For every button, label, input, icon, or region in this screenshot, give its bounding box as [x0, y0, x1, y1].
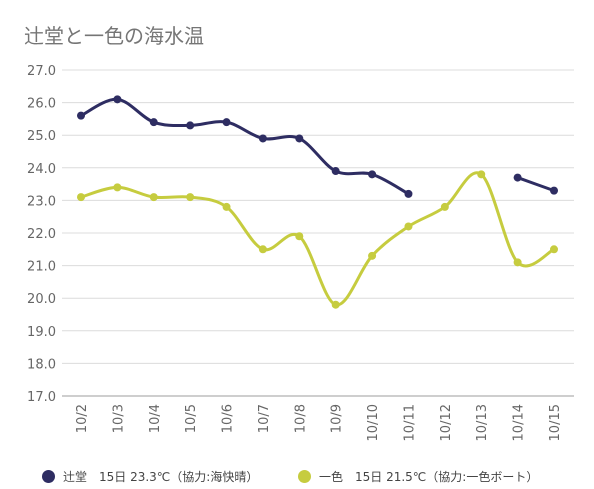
data-point [477, 170, 486, 179]
legend-item-series-2[interactable]: 一色 15日 21.5℃（協力:一色ボート） [298, 466, 538, 486]
data-point [258, 134, 267, 143]
data-point [149, 118, 158, 127]
data-point [368, 170, 377, 179]
data-point [295, 232, 304, 241]
x-tick-label: 10/4 [148, 404, 163, 433]
x-tick-label: 10/9 [330, 404, 345, 433]
y-tick-label: 17.0 [27, 390, 56, 405]
data-point [77, 111, 85, 120]
y-axis-tick-labels: 27.0 26.0 25.0 24.0 23.0 22.0 21.0 20.0 19.0 18.0… [27, 64, 56, 405]
data-point [550, 245, 558, 254]
x-tick-label: 10/12 [439, 404, 454, 441]
line-chart: 27.0 26.0 25.0 24.0 23.0 22.0 21.0 20.0 19.0 18.0… [27, 64, 574, 441]
data-point [295, 134, 304, 143]
data-point [368, 251, 377, 260]
x-tick-label: 10/8 [293, 404, 308, 433]
y-tick-label: 21.0 [27, 260, 56, 275]
data-point [149, 193, 158, 202]
series-1-line [516, 176, 556, 193]
legend-label-series-2: 一色 15日 21.5℃（協力:一色ボート） [319, 469, 539, 484]
data-point [404, 189, 413, 198]
x-axis-tick-labels: 10/2 10/3 10/4 10/5 10/6 10/7 10/8 10/9 10/10 10/… [75, 404, 563, 441]
y-tick-label: 25.0 [27, 129, 56, 144]
x-tick-label: 10/11 [402, 404, 417, 441]
series-2-line [79, 171, 556, 307]
x-tick-label: 10/5 [184, 404, 199, 433]
data-point [222, 202, 231, 211]
series-2 [77, 170, 558, 309]
legend-label-series-1: 辻堂 15日 23.3℃（協力:海快晴） [63, 469, 259, 484]
gridlines [62, 69, 574, 397]
y-tick-label: 22.0 [27, 227, 56, 242]
chart-title: 辻堂と一色の海水温 [24, 24, 204, 48]
legend-item-series-1[interactable]: 辻堂 15日 23.3℃（協力:海快晴） [42, 466, 258, 486]
series-1-line [79, 97, 410, 196]
data-point [331, 300, 340, 309]
y-tick-label: 18.0 [27, 357, 56, 372]
series-lines [77, 95, 558, 309]
x-tick-label: 10/3 [111, 404, 126, 433]
legend-marker-series-1 [42, 469, 55, 483]
x-tick-label: 10/15 [548, 404, 563, 441]
y-tick-label: 24.0 [27, 162, 56, 177]
data-point [222, 118, 231, 127]
y-tick-label: 20.0 [27, 292, 56, 307]
x-tick-label: 10/2 [75, 404, 90, 433]
x-tick-label: 10/10 [366, 404, 381, 441]
data-point [331, 167, 340, 176]
data-point [513, 258, 522, 267]
data-point [113, 95, 122, 104]
data-point [513, 173, 522, 182]
data-point [404, 222, 413, 231]
legend-marker-series-2 [298, 469, 311, 483]
data-point [113, 183, 122, 192]
x-tick-label: 10/6 [221, 404, 236, 433]
data-point [77, 193, 85, 202]
data-point [258, 245, 267, 254]
y-tick-label: 27.0 [27, 64, 56, 79]
data-point [550, 186, 558, 195]
x-tick-label: 10/13 [475, 404, 490, 441]
series-1 [77, 95, 558, 198]
y-tick-label: 19.0 [27, 325, 56, 340]
y-tick-label: 26.0 [27, 97, 56, 112]
data-point [186, 121, 195, 130]
y-tick-label: 23.0 [27, 194, 56, 209]
x-tick-label: 10/7 [257, 404, 272, 433]
x-tick-label: 10/14 [512, 404, 527, 441]
data-point [440, 202, 449, 211]
data-point [186, 193, 195, 202]
